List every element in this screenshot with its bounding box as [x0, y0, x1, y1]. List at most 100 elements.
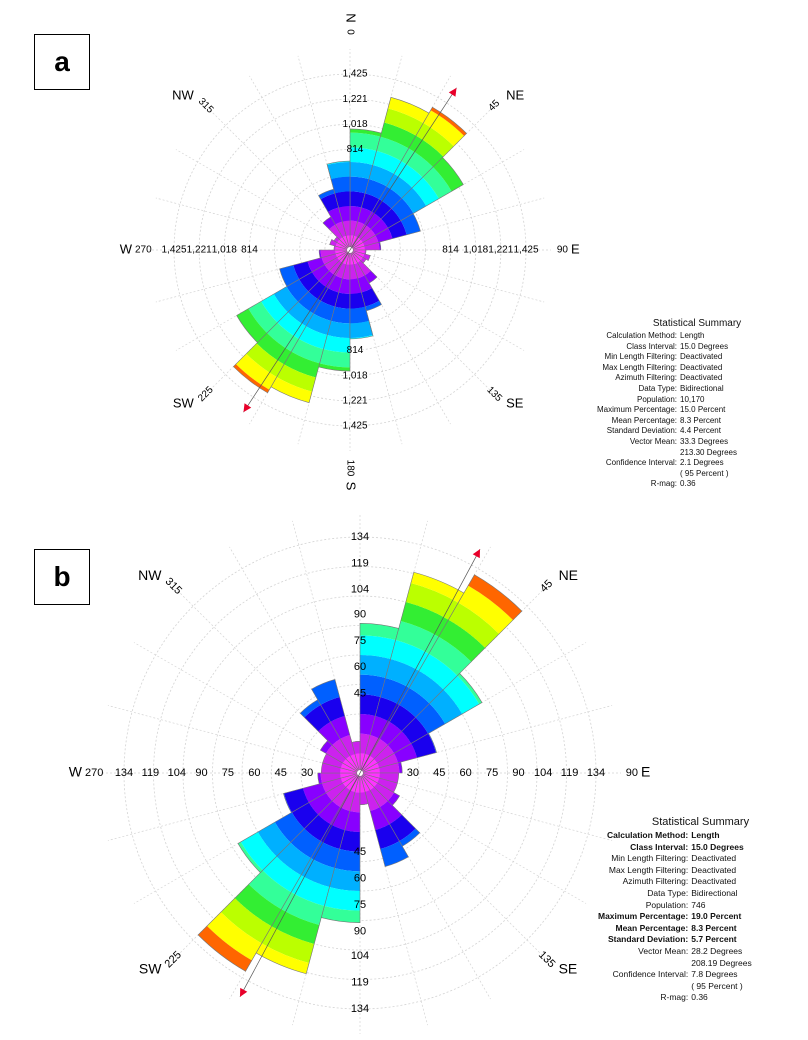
- petal-band: [430, 107, 467, 136]
- stats-key: Data Type:: [638, 383, 678, 393]
- stats-table: Calculation Method: Length Class Interval:…: [598, 830, 752, 1004]
- petal: [359, 772, 421, 847]
- stats-row: Confidence Interval: 2.1 Degrees: [597, 458, 737, 469]
- grid-spoke: [175, 588, 361, 774]
- petal-band: [320, 193, 339, 212]
- petal-band: [360, 674, 386, 698]
- petal-band: [220, 898, 272, 944]
- petal-band: [361, 288, 380, 307]
- stats-value: 208.19 Degrees: [691, 957, 752, 968]
- petal: [349, 241, 382, 251]
- petal: [197, 772, 361, 972]
- petal-band: [332, 738, 351, 760]
- axis-tick-label-west: 1,221: [187, 245, 212, 256]
- vector-mean-marker: [448, 87, 457, 97]
- direction-label-se: SE: [559, 960, 578, 976]
- petal-band: [256, 332, 292, 365]
- angle-label-135: 135: [484, 385, 504, 405]
- stats-row: Min Length Filtering: Deactivated: [597, 352, 737, 363]
- petal: [318, 249, 351, 259]
- axis-tick-label-north: 1,221: [342, 94, 367, 105]
- stats-row: Standard Deviation: 4.4 Percent: [597, 426, 737, 437]
- grid-spoke: [359, 772, 428, 1026]
- petal-band: [377, 778, 398, 793]
- stats-key: [597, 448, 680, 459]
- axis-tick-label-south: 45: [354, 846, 366, 858]
- petal-band: [246, 343, 284, 378]
- petal-band: [304, 814, 331, 842]
- stats-key: Population:: [645, 899, 689, 910]
- stats-key: Maximum Percentage:: [598, 911, 689, 922]
- stats-row: Maximum Percentage: 19.0 Percent: [598, 911, 752, 923]
- petal-band: [400, 602, 449, 637]
- direction-label-east: E: [571, 241, 580, 256]
- axis-tick-label-west: 1,018: [212, 245, 237, 256]
- petal-band: [236, 308, 268, 343]
- stats-value: Deactivated: [680, 352, 723, 362]
- grid-spoke: [133, 772, 361, 904]
- stats-title: Statistical Summary: [652, 318, 742, 329]
- axis-tick-label-east: 90: [512, 767, 524, 779]
- stats-value: 15.0 Percent: [680, 405, 726, 415]
- petal-band: [361, 193, 380, 212]
- stats-value: 19.0 Percent: [691, 911, 742, 922]
- stats-row: Max Length Filtering: Deactivated: [597, 363, 737, 374]
- axis-tick-label-south: 75: [354, 899, 366, 911]
- petal-band: [394, 161, 423, 188]
- stats-value: ( 95 Percent ): [691, 980, 743, 991]
- stats-value: 15.0 Degrees: [680, 341, 729, 351]
- petal: [349, 213, 421, 251]
- vector-mean-line: [243, 87, 457, 413]
- grid-spoke: [175, 149, 351, 251]
- petal-band: [291, 802, 319, 829]
- petal-band: [331, 176, 350, 194]
- petal-band: [350, 132, 381, 151]
- petal-band: [379, 186, 402, 209]
- angle-label-270: 270: [85, 767, 103, 779]
- petal-band: [324, 886, 360, 911]
- petal-outline: [283, 772, 361, 814]
- petal-band: [339, 237, 350, 250]
- stats-key: Azimuth Filtering:: [622, 876, 689, 887]
- axis-tick-label-east: 60: [460, 767, 472, 779]
- petal-outline: [359, 761, 403, 774]
- petal: [322, 216, 351, 251]
- petal-band: [378, 773, 399, 784]
- petal: [349, 96, 430, 251]
- petal-band: [320, 250, 336, 258]
- petal-band: [384, 108, 424, 136]
- petal-band: [378, 762, 400, 773]
- petal-band: [262, 856, 301, 893]
- petal-band: [283, 793, 292, 813]
- petal-band: [412, 177, 439, 206]
- direction-label-sw: SW: [139, 960, 162, 976]
- grid-spoke: [155, 197, 351, 251]
- petal-band: [389, 704, 416, 732]
- petal-band: [353, 221, 365, 238]
- petal-band: [350, 191, 366, 208]
- petal: [232, 249, 351, 394]
- stats-row: Calculation Method: Length: [597, 331, 737, 342]
- petal-band: [328, 275, 343, 293]
- axis-tick-label-east: 1,425: [513, 245, 538, 256]
- petal-band: [325, 782, 347, 801]
- petal-band: [324, 257, 340, 271]
- petal-band: [303, 783, 326, 803]
- axis-tick-label-east: 1,018: [463, 245, 488, 256]
- stats-value: Deactivated: [680, 373, 723, 383]
- petal-outline: [237, 772, 361, 874]
- stats-value: 10,170: [680, 394, 705, 404]
- stats-value: Bidirectional: [680, 383, 724, 393]
- axis-tick-label-east: 119: [561, 767, 579, 779]
- vector-mean-marker: [243, 403, 252, 413]
- stats-value: 4.4 Percent: [680, 426, 721, 436]
- petal-band: [332, 786, 351, 808]
- petal-band: [401, 187, 427, 214]
- stats-row: Azimuth Filtering: Deactivated: [598, 876, 752, 888]
- stats-key: [598, 981, 691, 993]
- petal-band: [318, 800, 341, 825]
- petal-band: [365, 300, 382, 311]
- petal-band: [370, 716, 390, 739]
- axis-tick-label-north: 134: [351, 531, 369, 543]
